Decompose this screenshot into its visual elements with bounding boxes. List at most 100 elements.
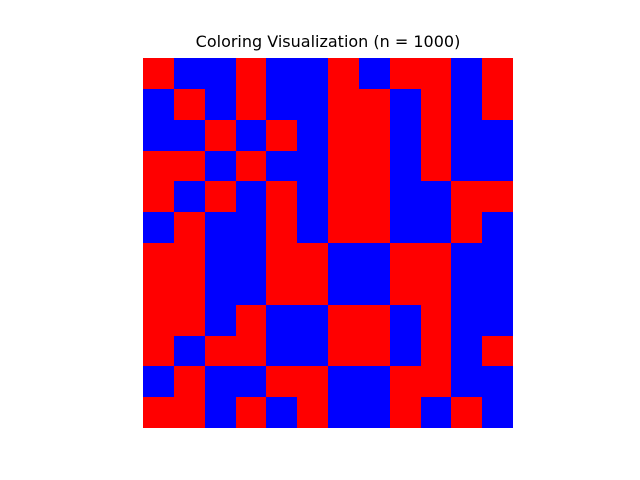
heatmap-cell-r3-c9 — [421, 151, 451, 181]
heatmap-cell-r2-c0 — [143, 120, 174, 151]
heatmap-cell-r7-c8 — [390, 274, 421, 305]
heatmap-cell-r6-c1 — [174, 243, 205, 274]
heatmap-cell-r3-c1 — [174, 151, 205, 181]
heatmap-cell-r3-c0 — [143, 151, 174, 181]
heatmap-cell-r8-c11 — [482, 305, 513, 336]
heatmap-cell-r3-c3 — [236, 151, 266, 181]
heatmap-cell-r4-c5 — [297, 181, 328, 212]
heatmap-cell-r4-c3 — [236, 181, 266, 212]
heatmap-cell-r5-c7 — [359, 212, 390, 243]
heatmap-cell-r8-c7 — [359, 305, 390, 336]
heatmap-cell-r5-c6 — [328, 212, 359, 243]
heatmap-cell-r11-c10 — [451, 397, 482, 428]
heatmap-cell-r3-c6 — [328, 151, 359, 181]
heatmap-cell-r8-c6 — [328, 305, 359, 336]
heatmap-cell-r4-c4 — [266, 181, 297, 212]
heatmap-cell-r5-c11 — [482, 212, 513, 243]
heatmap-cell-r7-c6 — [328, 274, 359, 305]
heatmap-cell-r5-c5 — [297, 212, 328, 243]
heatmap-cell-r0-c3 — [236, 58, 266, 89]
heatmap-cell-r10-c8 — [390, 366, 421, 397]
heatmap-cell-r6-c2 — [205, 243, 236, 274]
heatmap-cell-r6-c6 — [328, 243, 359, 274]
heatmap-cell-r2-c11 — [482, 120, 513, 151]
heatmap-cell-r5-c4 — [266, 212, 297, 243]
heatmap-cell-r1-c7 — [359, 89, 390, 120]
heatmap-cell-r9-c9 — [421, 336, 451, 366]
heatmap-cell-r2-c10 — [451, 120, 482, 151]
heatmap-cell-r1-c2 — [205, 89, 236, 120]
heatmap-cell-r9-c3 — [236, 336, 266, 366]
heatmap-cell-r9-c5 — [297, 336, 328, 366]
heatmap-cell-r6-c5 — [297, 243, 328, 274]
heatmap-cell-r8-c5 — [297, 305, 328, 336]
heatmap-cell-r1-c3 — [236, 89, 266, 120]
heatmap-cell-r1-c9 — [421, 89, 451, 120]
heatmap-cell-r4-c10 — [451, 181, 482, 212]
heatmap-cell-r5-c9 — [421, 212, 451, 243]
heatmap-cell-r10-c4 — [266, 366, 297, 397]
heatmap-cell-r11-c9 — [421, 397, 451, 428]
heatmap-cell-r5-c2 — [205, 212, 236, 243]
heatmap-cell-r4-c7 — [359, 181, 390, 212]
heatmap-cell-r2-c8 — [390, 120, 421, 151]
heatmap-cell-r4-c0 — [143, 181, 174, 212]
heatmap-cell-r8-c3 — [236, 305, 266, 336]
heatmap-cell-r6-c3 — [236, 243, 266, 274]
heatmap-cell-r7-c11 — [482, 274, 513, 305]
heatmap-cell-r6-c7 — [359, 243, 390, 274]
heatmap-cell-r3-c11 — [482, 151, 513, 181]
heatmap-cell-r5-c3 — [236, 212, 266, 243]
heatmap-cell-r2-c9 — [421, 120, 451, 151]
heatmap-cell-r5-c10 — [451, 212, 482, 243]
heatmap-cell-r9-c11 — [482, 336, 513, 366]
heatmap-cell-r8-c9 — [421, 305, 451, 336]
heatmap-cell-r1-c4 — [266, 89, 297, 120]
heatmap-cell-r2-c5 — [297, 120, 328, 151]
heatmap-cell-r4-c6 — [328, 181, 359, 212]
heatmap-cell-r7-c3 — [236, 274, 266, 305]
heatmap-cell-r0-c4 — [266, 58, 297, 89]
heatmap-cell-r10-c2 — [205, 366, 236, 397]
heatmap-cell-r5-c8 — [390, 212, 421, 243]
heatmap-cell-r1-c6 — [328, 89, 359, 120]
heatmap-cell-r1-c8 — [390, 89, 421, 120]
heatmap-cell-r10-c3 — [236, 366, 266, 397]
heatmap-cell-r11-c1 — [174, 397, 205, 428]
heatmap-cell-r3-c5 — [297, 151, 328, 181]
heatmap-cell-r1-c1 — [174, 89, 205, 120]
heatmap-cell-r11-c5 — [297, 397, 328, 428]
heatmap-cell-r0-c2 — [205, 58, 236, 89]
heatmap-cell-r3-c7 — [359, 151, 390, 181]
heatmap-cell-r9-c10 — [451, 336, 482, 366]
heatmap-cell-r9-c7 — [359, 336, 390, 366]
heatmap-cell-r8-c4 — [266, 305, 297, 336]
heatmap-cell-r5-c0 — [143, 212, 174, 243]
heatmap-cell-r10-c5 — [297, 366, 328, 397]
heatmap-cell-r11-c8 — [390, 397, 421, 428]
heatmap-cell-r4-c1 — [174, 181, 205, 212]
heatmap-cell-r11-c4 — [266, 397, 297, 428]
heatmap-cell-r10-c7 — [359, 366, 390, 397]
heatmap-cell-r2-c4 — [266, 120, 297, 151]
heatmap-cell-r10-c11 — [482, 366, 513, 397]
heatmap-cell-r4-c9 — [421, 181, 451, 212]
heatmap-cell-r9-c2 — [205, 336, 236, 366]
heatmap-cell-r11-c2 — [205, 397, 236, 428]
heatmap-cell-r11-c11 — [482, 397, 513, 428]
heatmap-cell-r0-c8 — [390, 58, 421, 89]
heatmap-cell-r10-c1 — [174, 366, 205, 397]
heatmap-cell-r3-c8 — [390, 151, 421, 181]
chart-title: Coloring Visualization (n = 1000) — [195, 32, 461, 51]
heatmap-cell-r0-c9 — [421, 58, 451, 89]
heatmap-cell-r10-c10 — [451, 366, 482, 397]
heatmap-cell-r10-c0 — [143, 366, 174, 397]
heatmap-cell-r7-c2 — [205, 274, 236, 305]
heatmap-cell-r2-c7 — [359, 120, 390, 151]
heatmap-cell-r8-c1 — [174, 305, 205, 336]
heatmap-cell-r0-c1 — [174, 58, 205, 89]
heatmap-cell-r10-c6 — [328, 366, 359, 397]
heatmap-cell-r11-c0 — [143, 397, 174, 428]
